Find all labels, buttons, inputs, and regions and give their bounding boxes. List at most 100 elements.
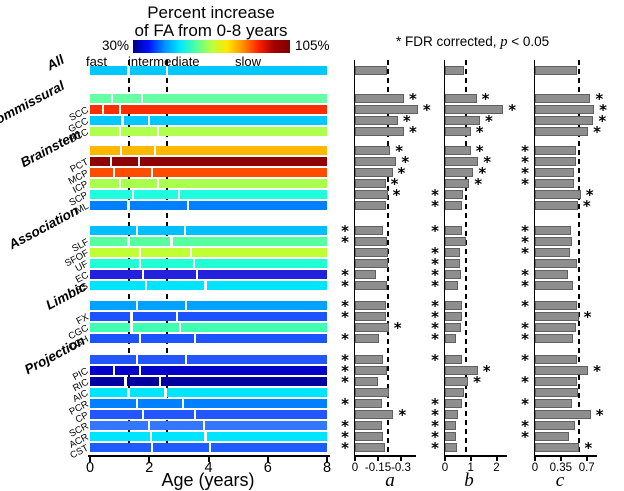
main-x-axis — [88, 455, 330, 457]
group-label-Commissural: Commissural — [0, 77, 68, 132]
phase-break-gap — [179, 322, 182, 333]
colorbar-min-label: 30% — [101, 38, 129, 53]
timeline-bar-PCT — [90, 156, 327, 167]
value-bar-b-ICP — [445, 179, 470, 189]
phase-break-gap — [158, 376, 161, 387]
timeline-bar-EC — [90, 269, 327, 280]
significance-star-b-Limbic: * — [431, 297, 439, 315]
significance-star-c-PIC: * — [593, 362, 602, 380]
timeline-bar-Projection — [90, 354, 327, 365]
value-bar-b-PCT — [445, 157, 479, 167]
phase-break-gap — [192, 258, 195, 269]
figure-title-line2: of FA from 0-8 years — [134, 21, 288, 40]
significance-star-c-Projection: * — [521, 351, 529, 369]
jet-colorbar — [133, 40, 290, 53]
significance-star-b-SFOF: * — [431, 244, 439, 262]
panel-a-tick--0.3 — [399, 457, 402, 461]
phase-break-gap — [189, 247, 192, 258]
panel-c-ticklabel-0: 0 — [531, 462, 539, 474]
phase-break-gap — [148, 420, 151, 431]
significance-star-c-Commissural: * — [595, 90, 604, 108]
significance-star-a-CGC: * — [393, 319, 402, 337]
significance-star-c-RIC: * — [521, 373, 529, 391]
value-bar-c-SLF — [535, 237, 572, 247]
phase-break-gap — [136, 300, 139, 311]
significance-star-c-SFOF: * — [521, 244, 529, 262]
value-bar-a-SCR — [355, 421, 382, 431]
significance-star-c-PCR: * — [521, 395, 529, 413]
panel-letter-c: c — [555, 470, 565, 491]
timeline-bar-PIC — [90, 365, 327, 376]
timeline-bar-PCR — [90, 398, 327, 409]
significance-star-c-ML: * — [582, 197, 591, 215]
panel-c-tick-0 — [534, 457, 536, 461]
significance-star-a-MCP: * — [397, 164, 406, 182]
value-bar-b-Projection — [445, 355, 462, 365]
value-bar-b-Commissural — [445, 94, 477, 104]
timeline-bar-CST — [90, 442, 327, 453]
value-bar-c-FX — [535, 312, 579, 322]
significance-star-b-PCT: * — [483, 153, 492, 171]
speed-label-intermediate: intermediate — [128, 54, 200, 69]
value-bar-c-Association — [535, 226, 572, 236]
panel-b-tick-0 — [444, 457, 446, 461]
value-bar-c-SS — [535, 281, 574, 291]
value-bar-a-UF — [355, 259, 388, 269]
panel-b-dashed-line — [465, 60, 468, 455]
x-axis-title: Age (years) — [161, 470, 255, 490]
significance-star-b-BCC: * — [475, 123, 484, 141]
value-bar-a-PCR — [355, 399, 382, 409]
value-bar-c-GCC — [535, 116, 594, 126]
significance-star-a-SLF: * — [341, 233, 349, 251]
panel-letter-a: a — [385, 470, 395, 491]
phase-break-gap — [120, 145, 123, 156]
value-bar-a-All — [355, 66, 388, 76]
value-bar-b-CST — [445, 443, 458, 453]
phase-break-gap — [112, 365, 115, 376]
significance-star-b-SCR: * — [431, 417, 439, 435]
timeline-bar-Association — [90, 225, 327, 236]
phase-break-gap — [183, 225, 186, 236]
timeline-bar-SS — [90, 280, 327, 291]
phase-break-gap — [127, 65, 130, 76]
phase-break-gap — [154, 145, 157, 156]
value-bar-b-PIC — [445, 366, 478, 376]
significance-star-b-EC: * — [431, 266, 439, 284]
significance-star-a-Projection: * — [341, 351, 349, 369]
significance-star-b-SS: * — [431, 277, 439, 295]
value-bar-c-PIC — [535, 366, 589, 376]
value-bar-b-All — [445, 66, 465, 76]
value-bar-a-ML — [355, 201, 386, 211]
value-bar-a-MCP — [355, 168, 393, 178]
speed-label-fast: fast — [86, 54, 107, 69]
panel-c-tick-0.7 — [585, 457, 588, 461]
phase-break-gap — [185, 300, 188, 311]
phase-break-gap — [121, 115, 124, 126]
significance-star-a-GCC: * — [402, 112, 411, 130]
value-bar-c-BCC — [535, 127, 589, 137]
value-bar-c-RIC — [535, 377, 577, 387]
fdr-note-prefix: * FDR corrected, — [396, 34, 501, 49]
phase-break-gap — [176, 311, 179, 322]
phase-break-gap — [164, 387, 167, 398]
timeline-bar-ICP — [90, 178, 327, 189]
significance-star-c-Brainstem: * — [521, 142, 529, 160]
significance-star-c-CGH: * — [521, 330, 529, 348]
panel-a-ticklabel--0.3: -0.3 — [391, 462, 411, 474]
timeline-bar-Limbic — [90, 300, 327, 311]
significance-star-b-Brainstem: * — [475, 142, 484, 160]
phase-break-gap — [102, 104, 105, 115]
phase-break-gap — [131, 189, 135, 200]
value-bar-a-Commissural — [355, 94, 405, 104]
panel-b-x-axis — [443, 455, 507, 457]
value-bar-b-UF — [445, 259, 460, 269]
value-bar-c-ACR — [535, 432, 570, 442]
phase-break-gap — [118, 178, 121, 189]
speed-label-slow: slow — [235, 54, 262, 69]
phase-break-gap — [186, 200, 189, 211]
value-bar-a-ICP — [355, 179, 386, 189]
timeline-bar-GCC — [90, 115, 327, 126]
value-bar-c-CP — [535, 410, 591, 420]
significance-star-c-GCC: * — [598, 112, 607, 130]
phase-break-gap — [139, 258, 142, 269]
